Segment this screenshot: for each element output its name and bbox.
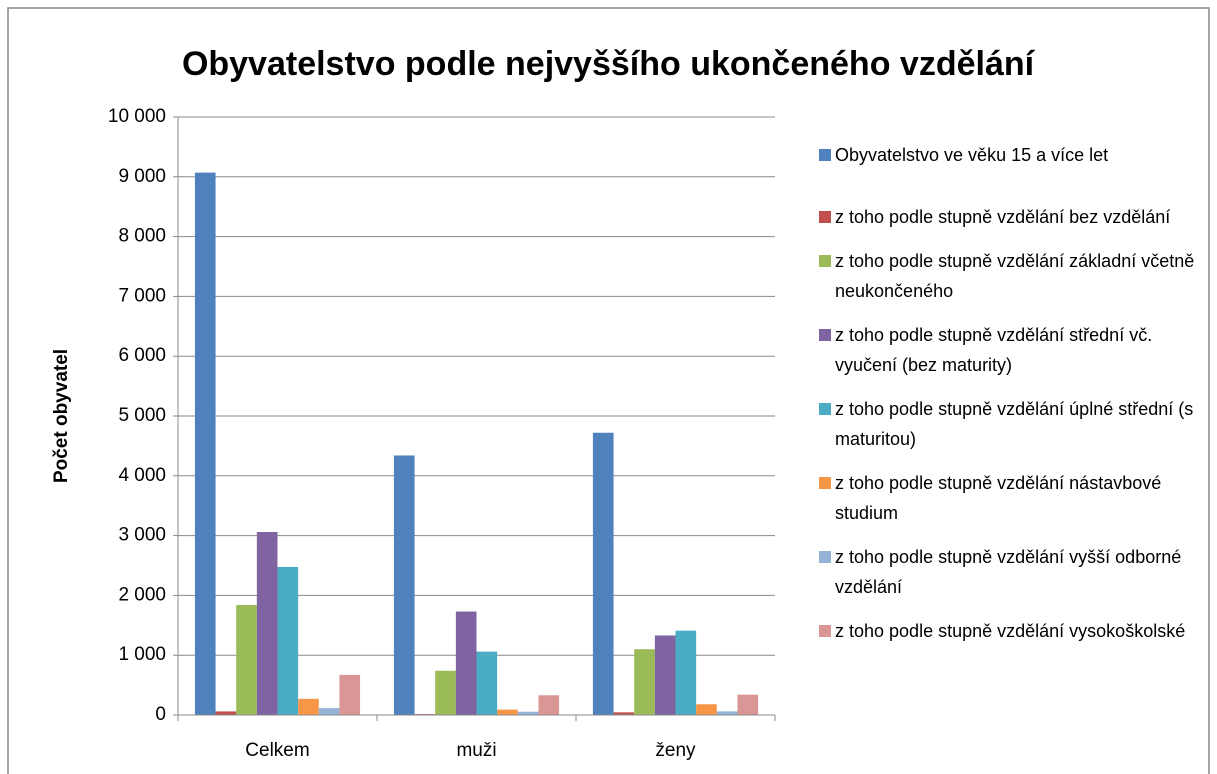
bar bbox=[277, 566, 299, 715]
legend-swatch bbox=[819, 255, 831, 267]
legend-item: z toho podle stupně vzdělání úplné střed… bbox=[815, 394, 1195, 454]
x-tick-label: Celkem bbox=[245, 740, 309, 761]
bar bbox=[256, 532, 278, 715]
bar bbox=[696, 704, 717, 715]
bar bbox=[393, 455, 415, 715]
x-tick-label: ženy bbox=[655, 740, 696, 761]
legend-label: z toho podle stupně vzdělání vysokoškols… bbox=[835, 621, 1186, 641]
bar bbox=[592, 432, 614, 715]
y-tick-label: 6 000 bbox=[118, 345, 166, 366]
legend-swatch bbox=[819, 403, 831, 415]
bar bbox=[538, 695, 560, 715]
legend-label: Obyvatelstvo ve věku 15 a více let bbox=[835, 145, 1109, 165]
chart-title: Obyvatelstvo podle nejvyššího ukončeného… bbox=[182, 45, 1036, 83]
bar bbox=[476, 651, 498, 715]
legend-item: Obyvatelstvo ve věku 15 a více let bbox=[815, 140, 1195, 170]
y-tick-label: 5 000 bbox=[118, 405, 166, 426]
bar bbox=[215, 711, 237, 715]
legend-swatch bbox=[819, 625, 831, 637]
legend-item: z toho podle stupně vzdělání základní vč… bbox=[815, 246, 1195, 306]
bar bbox=[298, 698, 319, 715]
legend-label: z toho podle stupně vzdělání bez vzdělán… bbox=[835, 207, 1171, 227]
bar bbox=[654, 635, 676, 715]
bar bbox=[634, 649, 655, 715]
y-tick-label: 4 000 bbox=[118, 465, 166, 486]
y-tick-label: 3 000 bbox=[118, 525, 166, 546]
legend-item: z toho podle stupně vzdělání nástavbové … bbox=[815, 468, 1195, 528]
legend-item: z toho podle stupně vzdělání střední vč.… bbox=[815, 320, 1195, 380]
y-tick-label: 8 000 bbox=[118, 226, 166, 247]
bar bbox=[194, 172, 216, 715]
legend-item: z toho podle stupně vzdělání vysokoškols… bbox=[815, 616, 1195, 646]
legend-swatch bbox=[819, 211, 831, 223]
bar bbox=[716, 711, 738, 715]
legend-swatch bbox=[819, 149, 831, 161]
legend-swatch bbox=[819, 551, 831, 563]
bar bbox=[737, 694, 759, 715]
legend-item: z toho podle stupně vzdělání bez vzdělán… bbox=[815, 202, 1195, 232]
x-tick-label: muži bbox=[456, 740, 496, 761]
legend-label: z toho podle stupně vzdělání střední vč.… bbox=[835, 325, 1153, 375]
legend-label: z toho podle stupně vzdělání vyšší odbor… bbox=[835, 547, 1182, 597]
bar bbox=[435, 670, 456, 715]
legend-label: z toho podle stupně vzdělání základní vč… bbox=[835, 251, 1195, 301]
legend-item: z toho podle stupně vzdělání vyšší odbor… bbox=[815, 542, 1195, 602]
legend: Obyvatelstvo ve věku 15 a více let z toho… bbox=[815, 140, 1195, 646]
y-axis-label: Počet obyvatel bbox=[51, 349, 72, 483]
legend-swatch bbox=[819, 477, 831, 489]
y-tick-label: 9 000 bbox=[118, 166, 166, 187]
bar bbox=[497, 709, 518, 715]
bar bbox=[517, 711, 539, 715]
y-tick-label: 1 000 bbox=[118, 644, 166, 665]
bar bbox=[339, 674, 361, 715]
legend-label: z toho podle stupně vzdělání nástavbové … bbox=[835, 473, 1162, 523]
legend-label: z toho podle stupně vzdělání úplné střed… bbox=[835, 399, 1194, 449]
y-tick-label: 2 000 bbox=[118, 584, 166, 605]
y-tick-label: 7 000 bbox=[118, 285, 166, 306]
y-tick-label: 0 bbox=[155, 704, 166, 725]
legend-swatch bbox=[819, 329, 831, 341]
bar bbox=[236, 604, 257, 715]
bar bbox=[675, 630, 697, 715]
bar bbox=[455, 611, 477, 715]
bar bbox=[318, 708, 340, 715]
y-tick-label: 10 000 bbox=[108, 106, 166, 127]
bar bbox=[613, 712, 635, 715]
chart-frame bbox=[7, 7, 1210, 774]
